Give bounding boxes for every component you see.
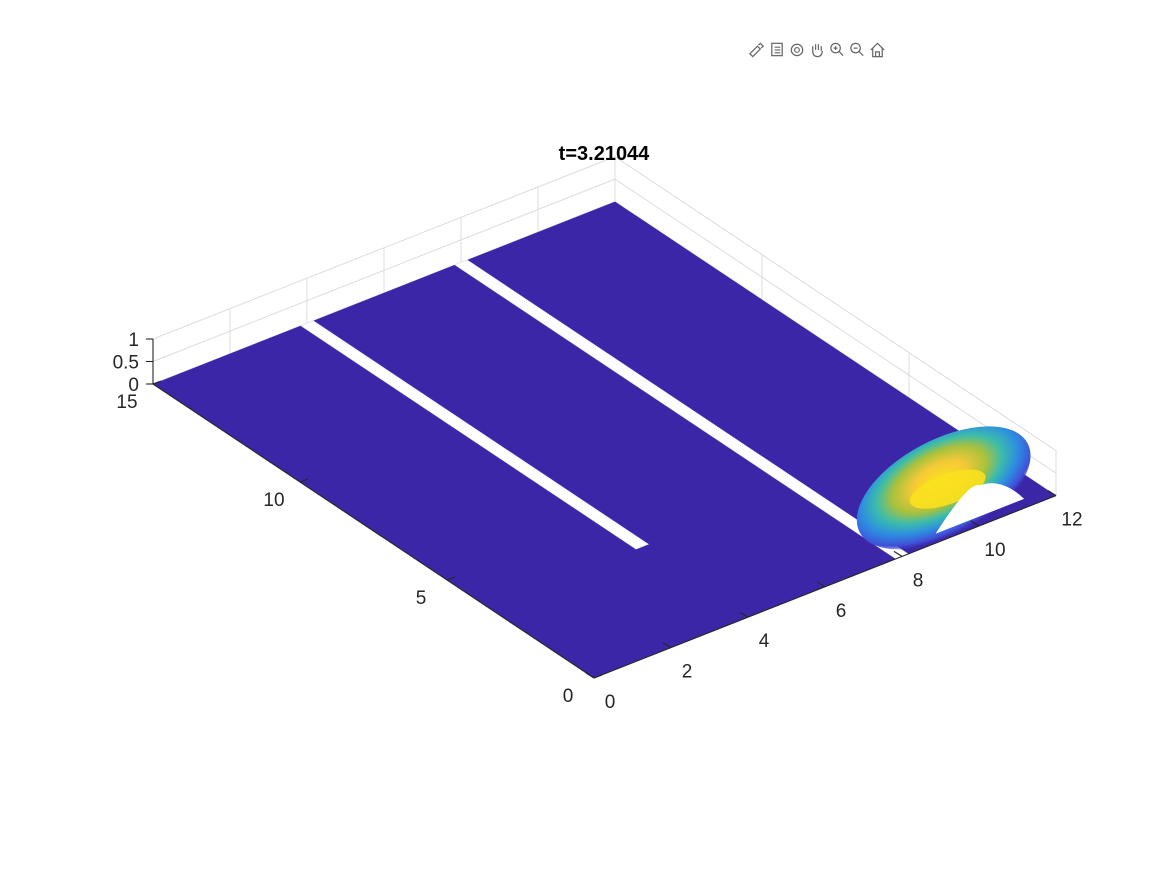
surface-base xyxy=(153,201,1056,678)
x-tick xyxy=(739,611,749,618)
wave-crest xyxy=(909,469,986,509)
z-tick-label: 0.5 xyxy=(113,353,139,374)
y-tick xyxy=(593,674,603,679)
home-button[interactable] xyxy=(868,38,886,60)
zoom-out-button[interactable] xyxy=(848,38,866,60)
x-tick-label: 2 xyxy=(682,662,693,683)
wave-underside xyxy=(935,483,1025,534)
x-tick xyxy=(893,550,903,557)
surface xyxy=(153,201,1056,678)
y-tick-label: 15 xyxy=(116,392,137,413)
barrier-wall xyxy=(300,320,649,550)
x-tick xyxy=(816,581,826,588)
x-tick xyxy=(970,520,980,527)
x-tick-label: 12 xyxy=(1061,510,1082,531)
y-tick xyxy=(299,478,309,483)
y-tick xyxy=(446,576,456,581)
x-tick-label: 0 xyxy=(605,692,616,713)
pan-hand-button[interactable] xyxy=(808,38,826,60)
chart-title: t=3.21044 xyxy=(559,143,651,165)
x-tick-label: 6 xyxy=(836,601,847,622)
home-icon xyxy=(870,41,885,57)
legend-button[interactable] xyxy=(768,38,786,60)
rotate-3d-button[interactable] xyxy=(788,38,806,60)
brush-icon xyxy=(749,41,765,57)
x-tick xyxy=(662,642,672,649)
rotate-3d-icon xyxy=(790,43,804,56)
x-tick-label: 10 xyxy=(984,540,1005,561)
zoom-out-icon xyxy=(850,42,864,56)
y-axis-line xyxy=(152,383,595,679)
zoom-in-icon xyxy=(830,42,844,56)
y-tick-label: 0 xyxy=(563,686,574,707)
x-tick-label: 8 xyxy=(913,570,924,591)
z-tick-label: 0 xyxy=(128,375,139,396)
grid-line xyxy=(152,178,1057,474)
legend-icon xyxy=(771,42,783,56)
brush-button[interactable] xyxy=(748,38,766,60)
x-tick xyxy=(585,672,595,679)
zoom-in-button[interactable] xyxy=(828,38,846,60)
z-tick-label: 1 xyxy=(128,330,139,351)
x-tick xyxy=(1047,490,1057,497)
figure-toolbar xyxy=(748,38,886,62)
y-tick-label: 5 xyxy=(416,588,427,609)
y-tick-label: 10 xyxy=(263,490,284,511)
pan-hand-icon xyxy=(812,43,823,57)
x-tick-label: 4 xyxy=(759,631,770,652)
y-tick xyxy=(152,380,162,385)
